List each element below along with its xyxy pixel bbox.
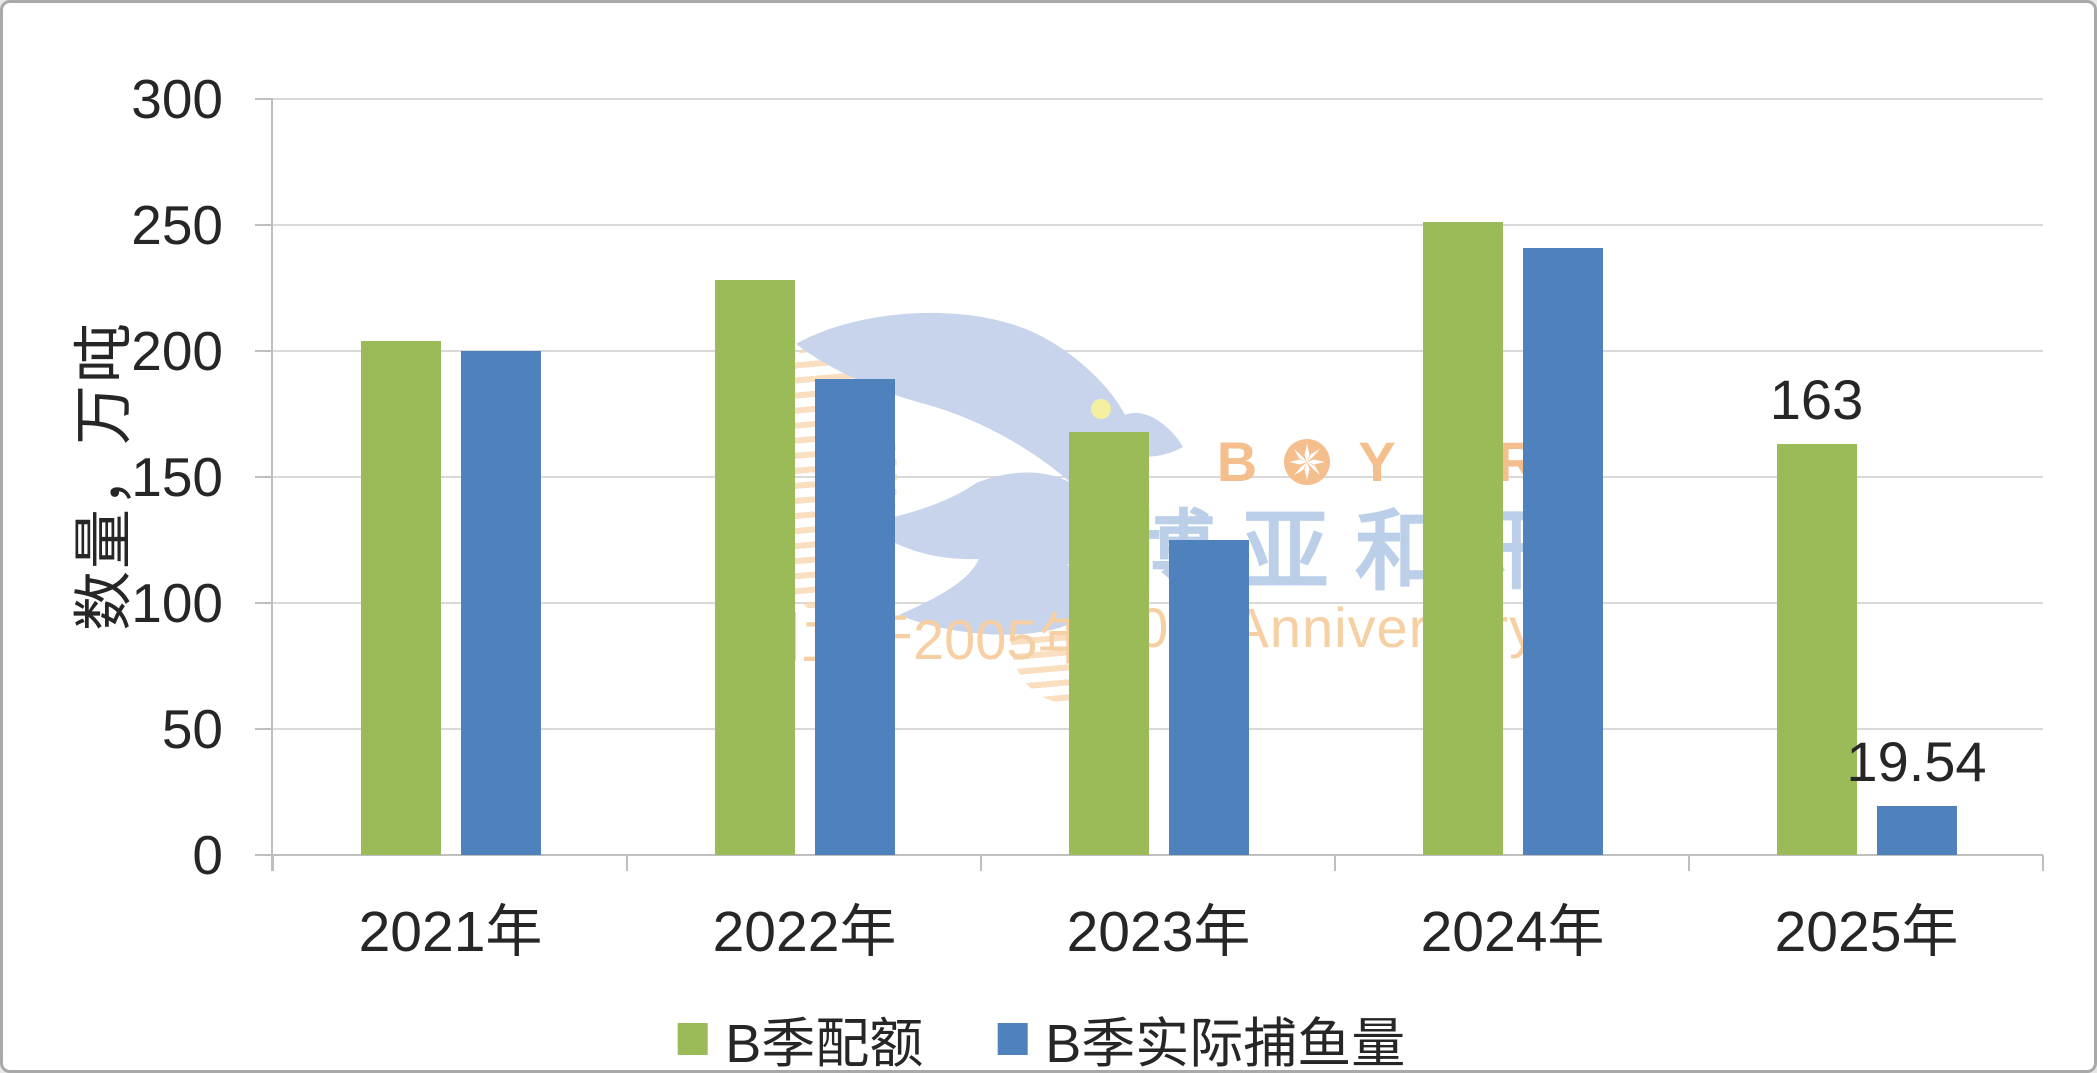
y-tick-label-200: 200 xyxy=(131,320,223,382)
legend-item-catch: B季实际捕鱼量 xyxy=(997,999,1406,1073)
y-tick-label-50: 50 xyxy=(161,698,223,760)
x-tick-label-0: 2021年 xyxy=(358,900,543,964)
y-tick-100 xyxy=(255,602,273,604)
x-tick-3 xyxy=(1334,855,1336,871)
plot-area: 0 50 100 150 200 250 300 2021年 2022年 2023年 2024年 20… xyxy=(3,3,2094,1070)
bar-B季配额-2022年 xyxy=(714,280,795,855)
x-tick-label-4: 2025年 xyxy=(1774,900,1959,964)
gridline-100 xyxy=(273,602,2043,604)
bar-B季配额-2024年 xyxy=(1422,222,1503,855)
data-label-B季配额-2025年: 163 xyxy=(1769,368,1864,432)
x-tick-label-1: 2022年 xyxy=(712,900,897,964)
bar-B季配额-2023年 xyxy=(1068,431,1149,855)
y-tick-150 xyxy=(255,476,273,478)
gridline-300 xyxy=(273,98,2043,100)
x-tick-label-3: 2024年 xyxy=(1420,900,1605,964)
bar-B季配额-2025年 xyxy=(1776,444,1857,855)
bar-B季实际捕鱼量-2025年 xyxy=(1876,805,1957,855)
y-tick-label-300: 300 xyxy=(131,68,223,130)
bar-B季实际捕鱼量-2024年 xyxy=(1522,247,1603,855)
legend-swatch-catch xyxy=(997,1022,1028,1055)
x-tick-5 xyxy=(2042,855,2044,871)
y-tick-0 xyxy=(255,854,273,856)
legend-label-catch: B季实际捕鱼量 xyxy=(1045,1014,1406,1073)
y-axis-line xyxy=(271,99,273,871)
gridline-50 xyxy=(273,728,2043,730)
y-tick-200 xyxy=(255,350,273,352)
legend-label-quota: B季配额 xyxy=(725,1014,924,1073)
x-tick-label-2: 2023年 xyxy=(1066,900,1251,964)
bar-B季实际捕鱼量-2023年 xyxy=(1168,540,1249,855)
x-tick-0 xyxy=(272,855,274,871)
legend: B季配额 B季实际捕鱼量 xyxy=(677,999,1406,1073)
x-tick-1 xyxy=(626,855,628,871)
gridline-250 xyxy=(273,224,2043,226)
y-tick-300 xyxy=(255,98,273,100)
y-tick-label-100: 100 xyxy=(131,572,223,634)
x-tick-2 xyxy=(980,855,982,871)
data-label-B季实际捕鱼量-2025年: 19.54 xyxy=(1846,729,1987,793)
legend-item-quota: B季配额 xyxy=(677,999,924,1073)
legend-swatch-quota xyxy=(677,1022,708,1055)
bar-B季配额-2021年 xyxy=(360,340,441,855)
x-axis-line xyxy=(273,854,2043,856)
y-tick-label-0: 0 xyxy=(192,824,223,886)
x-tick-4 xyxy=(1688,855,1690,871)
y-tick-250 xyxy=(255,224,273,226)
y-tick-50 xyxy=(255,728,273,730)
bar-B季实际捕鱼量-2021年 xyxy=(460,351,541,855)
y-tick-label-150: 150 xyxy=(131,446,223,508)
y-tick-label-250: 250 xyxy=(131,194,223,256)
bar-B季实际捕鱼量-2022年 xyxy=(814,378,895,855)
